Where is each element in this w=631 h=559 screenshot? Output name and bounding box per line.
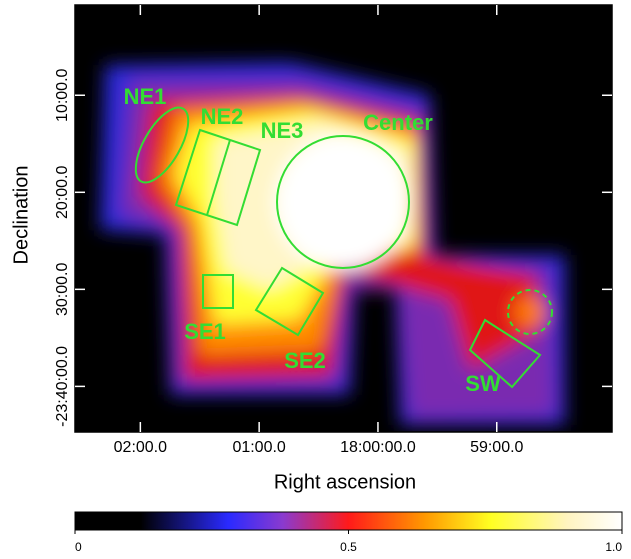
sky-image — [75, 5, 612, 432]
y-tick-label: 10:00.0 — [54, 68, 71, 121]
x-tick-label: 18:00:00.0 — [340, 439, 416, 456]
annotation: Center — [363, 110, 433, 135]
x-tick-label: 59:00.0 — [470, 439, 523, 456]
colorbar-tick-label: 0 — [75, 540, 82, 554]
annotation: SE1 — [184, 319, 226, 344]
y-tick-label: 20:00.0 — [54, 166, 71, 219]
annotation: NE1 — [124, 84, 167, 109]
annotation: SW — [465, 371, 501, 396]
annotation: SE2 — [284, 348, 326, 373]
figure: NE1 NE2 NE3 Center SE1 SE2 SW Right asce… — [0, 0, 631, 559]
y-tick-label: -23:40:00.0 — [54, 346, 71, 427]
annotation: NE3 — [261, 118, 304, 143]
x-tick-label: 01:00.0 — [232, 439, 285, 456]
x-axis-label: Right ascension — [274, 471, 416, 493]
x-tick-label: 02:00.0 — [114, 439, 167, 456]
colorbar-tick-label: 0.5 — [340, 540, 357, 554]
y-tick-label: 30:00.0 — [54, 263, 71, 316]
colorbar-tick-label: 1.0 — [605, 540, 622, 554]
annotation: NE2 — [201, 104, 244, 129]
y-axis-label: Declination — [10, 166, 32, 265]
colorbar — [75, 512, 622, 530]
